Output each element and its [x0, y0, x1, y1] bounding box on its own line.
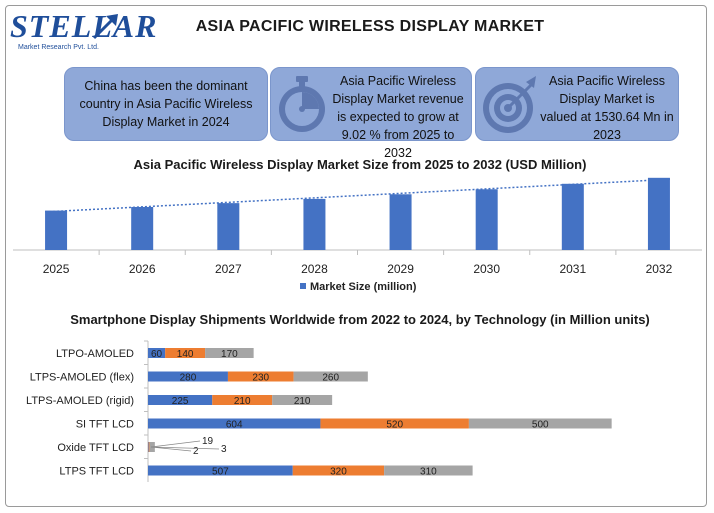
stopwatch-icon — [279, 76, 325, 132]
bar — [217, 203, 240, 250]
info-box-growth: Asia Pacific Wireless Display Market rev… — [270, 67, 472, 160]
bar-segment — [148, 465, 293, 476]
data-label: 2 — [193, 446, 199, 457]
x-tick-label: 2026 — [129, 262, 156, 276]
data-label: 520 — [386, 420, 403, 431]
data-label: 230 — [252, 373, 269, 384]
logo-arrow-icon — [92, 14, 118, 40]
data-label: 3 — [221, 444, 227, 455]
category-label: Oxide TFT LCD — [57, 442, 134, 454]
x-tick-label: 2027 — [215, 262, 242, 276]
info-box-valuation: Asia Pacific Wireless Display Market is … — [475, 67, 679, 142]
bar-segment — [148, 442, 150, 452]
brand-name: STELLAR — [10, 8, 158, 44]
data-label: 19 — [202, 436, 214, 447]
bar-segment — [293, 371, 368, 382]
bar-segment — [292, 465, 385, 476]
market-size-chart-title: Asia Pacific Wireless Display Market Siz… — [133, 157, 587, 172]
trendline — [45, 178, 670, 213]
x-tick-label: 2030 — [473, 262, 500, 276]
legend-label: Market Size (million) — [310, 281, 417, 293]
bar-segment — [148, 418, 321, 429]
category-label: LTPS-AMOLED (flex) — [30, 372, 134, 384]
bar — [131, 207, 154, 250]
bar-segment — [148, 442, 149, 452]
bar-segment — [468, 418, 612, 429]
x-tick-label: 2032 — [646, 262, 673, 276]
bar-segment — [320, 418, 469, 429]
bar-segment — [148, 348, 166, 358]
data-label: 320 — [330, 467, 347, 478]
info-text: Asia Pacific Wireless Display Market is … — [540, 74, 674, 142]
bar-segment — [205, 348, 254, 358]
target-icon — [483, 76, 536, 133]
info-box-dominant-country: China has been the dominant country in A… — [64, 67, 268, 141]
data-label: 225 — [172, 396, 189, 407]
brand-tagline: Market Research Pvt. Ltd. — [18, 44, 99, 51]
data-label: 170 — [221, 349, 238, 360]
bar — [561, 183, 584, 250]
data-label: 280 — [180, 373, 197, 384]
category-label: LTPS-AMOLED (rigid) — [26, 395, 134, 407]
data-label: 140 — [177, 349, 194, 360]
bar-segment — [227, 371, 294, 382]
page-frame — [5, 5, 707, 507]
bar — [647, 177, 670, 250]
bar — [303, 198, 326, 250]
bar — [389, 194, 412, 250]
data-label: 604 — [226, 420, 243, 431]
x-tick-label: 2029 — [387, 262, 414, 276]
shipments-chart-title: Smartphone Display Shipments Worldwide f… — [70, 312, 650, 327]
info-text: China has been the dominant country in A… — [79, 79, 253, 129]
bar-segment — [272, 395, 333, 405]
x-tick-label: 2031 — [559, 262, 586, 276]
data-label: 507 — [212, 467, 229, 478]
category-label: LTPO-AMOLED — [56, 348, 134, 360]
brand-logo: STELLAR Market Research Pvt. Ltd. — [10, 6, 156, 56]
page-title: ASIA PACIFIC WIRELESS DISPLAY MARKET — [195, 18, 545, 35]
data-label: 260 — [322, 373, 339, 384]
category-label: LTPS TFT LCD — [59, 466, 134, 478]
data-label: 310 — [420, 467, 437, 478]
info-text: Asia Pacific Wireless Display Market rev… — [332, 74, 464, 160]
bar-segment — [148, 395, 213, 405]
bar-segment — [384, 465, 473, 476]
leader-line — [150, 446, 192, 452]
bar-segment — [165, 348, 206, 358]
leader-line — [150, 446, 220, 450]
bar-segment — [148, 371, 228, 382]
data-label: 210 — [234, 396, 251, 407]
data-label: 500 — [532, 420, 549, 431]
bar — [45, 210, 68, 250]
bar — [475, 189, 498, 250]
data-label: 210 — [294, 396, 311, 407]
legend-swatch — [300, 283, 306, 289]
bar-segment — [212, 395, 273, 405]
x-tick-label: 2028 — [301, 262, 328, 276]
data-label: 60 — [151, 349, 163, 360]
leader-line — [150, 440, 201, 448]
category-label: SI TFT LCD — [76, 419, 134, 431]
x-tick-label: 2025 — [43, 262, 70, 276]
